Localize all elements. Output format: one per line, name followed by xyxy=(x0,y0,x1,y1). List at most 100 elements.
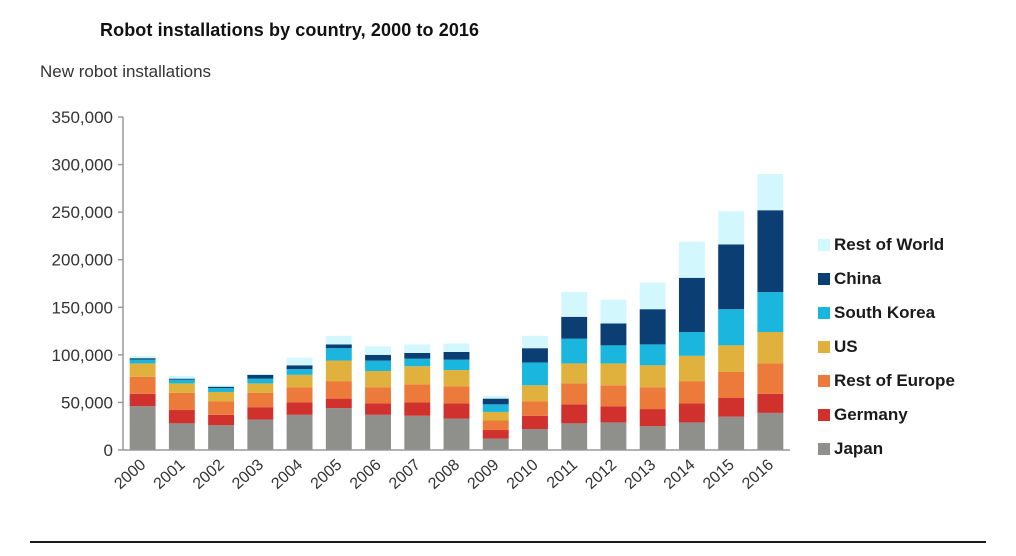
legend-swatch xyxy=(818,239,830,251)
bar-segment-rest-of-world-2002 xyxy=(208,385,235,387)
y-tick-label: 150,000 xyxy=(52,298,113,317)
bar-segment-us-2016 xyxy=(757,332,784,364)
bar-segment-south-korea-2011 xyxy=(561,338,588,364)
y-tick-label: 200,000 xyxy=(52,251,113,270)
bar-segment-south-korea-2005 xyxy=(325,348,352,361)
bar-segment-germany-2000 xyxy=(129,393,156,407)
legend-swatch xyxy=(818,409,830,421)
bar-segment-us-2003 xyxy=(247,383,274,393)
x-tick-label: 2009 xyxy=(465,456,503,493)
bar-segment-germany-2009 xyxy=(482,430,509,439)
bar-segment-rest-of-europe-2011 xyxy=(561,383,588,405)
bar-segment-japan-2014 xyxy=(678,422,705,450)
bar-segment-south-korea-2001 xyxy=(168,379,195,384)
bar-segment-rest-of-world-2001 xyxy=(168,375,195,379)
legend-label: Rest of World xyxy=(834,235,945,254)
bar-segment-rest-of-europe-2016 xyxy=(757,363,784,394)
bar-segment-rest-of-europe-2004 xyxy=(286,387,313,403)
bar-segment-us-2004 xyxy=(286,374,313,388)
bar-segment-germany-2002 xyxy=(208,414,235,426)
x-tick-label: 2001 xyxy=(151,456,189,493)
bar-segment-china-2016 xyxy=(757,210,784,293)
bar-segment-rest-of-world-2005 xyxy=(325,335,352,345)
x-tick-label: 2008 xyxy=(425,456,463,493)
bar-stack-2009 xyxy=(482,395,509,450)
bar-segment-japan-2008 xyxy=(443,418,470,450)
bar-segment-us-2005 xyxy=(325,360,352,382)
legend-label: Japan xyxy=(834,439,884,458)
bar-segment-china-2001 xyxy=(168,378,195,380)
bar-segment-japan-2010 xyxy=(522,429,548,450)
bar-segment-rest-of-europe-2005 xyxy=(325,381,352,399)
x-tick-label: 2016 xyxy=(739,456,777,493)
bar-segment-germany-2001 xyxy=(168,410,195,424)
bar-segment-china-2012 xyxy=(600,323,627,346)
bar-stack-2015 xyxy=(718,211,745,450)
bar-segment-rest-of-europe-2007 xyxy=(404,384,431,403)
bar-segment-japan-2016 xyxy=(757,412,784,450)
bar-segment-us-2012 xyxy=(600,363,627,386)
legend-swatch xyxy=(818,375,830,387)
bar-segment-germany-2011 xyxy=(561,404,588,424)
bar-segment-south-korea-2007 xyxy=(404,358,431,367)
bar-stack-2012 xyxy=(600,299,627,450)
bar-segment-us-2015 xyxy=(718,345,745,372)
bar-segment-us-2008 xyxy=(443,370,470,387)
bar-segment-rest-of-world-2012 xyxy=(600,299,627,324)
bar-segment-china-2009 xyxy=(482,398,509,405)
bar-segment-us-2011 xyxy=(561,363,588,384)
legend-label: China xyxy=(834,269,882,288)
legend-item-china: China xyxy=(818,262,955,296)
legend-item-japan: Japan xyxy=(818,432,955,466)
bar-segment-japan-2013 xyxy=(639,426,666,450)
bar-segment-south-korea-2012 xyxy=(600,345,627,364)
bar-segment-japan-2000 xyxy=(129,406,156,450)
bar-segment-japan-2009 xyxy=(482,438,509,450)
bar-stack-2008 xyxy=(443,343,470,450)
bar-stack-2001 xyxy=(168,375,195,450)
bar-segment-rest-of-world-2013 xyxy=(639,282,666,310)
bottom-divider xyxy=(30,541,986,543)
bar-segment-south-korea-2014 xyxy=(678,332,705,356)
bar-segment-japan-2002 xyxy=(208,425,235,450)
y-tick-label: 100,000 xyxy=(52,346,113,365)
bar-segment-rest-of-world-2010 xyxy=(522,335,548,349)
bar-segment-rest-of-europe-2002 xyxy=(208,401,235,415)
legend-swatch xyxy=(818,273,830,285)
bars xyxy=(129,174,784,450)
bar-segment-japan-2012 xyxy=(600,422,627,450)
bar-segment-china-2004 xyxy=(286,365,313,370)
bar-segment-china-2005 xyxy=(325,344,352,349)
bar-segment-rest-of-world-2007 xyxy=(404,344,431,353)
bar-stack-2016 xyxy=(757,174,784,450)
bar-segment-us-2002 xyxy=(208,391,235,402)
bar-segment-rest-of-europe-2014 xyxy=(678,381,705,404)
bar-segment-rest-of-world-2000 xyxy=(129,355,156,359)
bar-segment-rest-of-world-2003 xyxy=(247,373,274,375)
bar-stack-2013 xyxy=(639,282,666,450)
y-tick-label: 0 xyxy=(104,441,113,460)
bar-segment-south-korea-2003 xyxy=(247,378,274,384)
x-tick-label: 2007 xyxy=(386,456,424,493)
x-tick-label: 2011 xyxy=(544,456,581,492)
y-axis-label: New robot installations xyxy=(40,62,212,81)
bar-segment-south-korea-2013 xyxy=(639,344,666,366)
bar-segment-rest-of-world-2016 xyxy=(757,174,784,211)
bar-stack-2002 xyxy=(208,385,235,450)
bar-segment-rest-of-europe-2001 xyxy=(168,392,195,411)
bar-segment-japan-2003 xyxy=(247,419,274,450)
bar-stack-2010 xyxy=(522,335,548,450)
legend-label: South Korea xyxy=(834,303,936,322)
legend: Rest of World China South Korea US Rest of E… xyxy=(818,228,955,466)
x-tick-label: 2002 xyxy=(190,456,228,493)
bar-segment-china-2007 xyxy=(404,352,431,359)
legend-item-rest-of-world: Rest of World xyxy=(818,228,955,262)
bar-segment-us-2013 xyxy=(639,365,666,388)
legend-item-germany: Germany xyxy=(818,398,955,432)
bar-segment-germany-2010 xyxy=(522,415,548,430)
bar-segment-japan-2015 xyxy=(718,416,745,450)
bar-segment-rest-of-europe-2013 xyxy=(639,387,666,410)
bar-segment-south-korea-2000 xyxy=(129,359,156,364)
chart-title: Robot installations by country, 2000 to … xyxy=(100,20,480,40)
bar-segment-japan-2005 xyxy=(325,408,352,450)
